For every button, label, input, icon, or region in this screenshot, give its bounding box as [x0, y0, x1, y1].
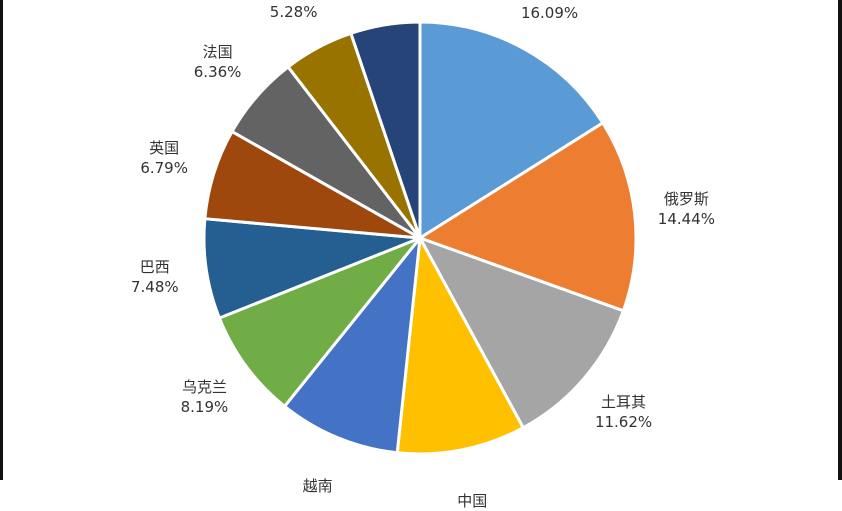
pie-chart	[202, 20, 638, 456]
right-border	[838, 0, 842, 480]
slice-label-3: 中国	[457, 491, 487, 511]
slice-name-5: 乌克兰	[181, 378, 227, 397]
slice-label-4: 越南	[303, 476, 333, 496]
slice-percent-1: 14.44%	[657, 209, 716, 228]
slice-label-5: 乌克兰 8.19%	[181, 377, 229, 417]
slice-name-6: 巴西	[139, 257, 170, 276]
slice-label-0: 美国16.09%	[521, 0, 578, 23]
pie-slice-1	[418, 121, 638, 313]
slice-name-4: 越南	[302, 476, 333, 495]
slice-name-2: 土耳其	[601, 393, 647, 412]
slice-label-6: 巴西 7.48%	[131, 257, 179, 297]
slice-name-7: 英国	[149, 139, 180, 158]
slice-name-3: 中国	[457, 491, 488, 510]
slice-name-1: 俄罗斯	[663, 189, 709, 208]
slice-name-0: 美国	[521, 0, 578, 3]
slice-label-8: 法国 6.36%	[194, 42, 242, 82]
slice-label-1: 俄罗斯 14.44%	[658, 189, 715, 229]
slice-percent-5: 8.19%	[180, 398, 229, 417]
pie-slice-3	[395, 236, 525, 456]
slice-percent-6: 7.48%	[130, 277, 179, 296]
pie-slice-6	[202, 217, 422, 320]
slice-label-7: 英国 6.79%	[140, 138, 188, 178]
slice-percent-7: 6.79%	[140, 159, 188, 178]
slice-percent-8: 6.36%	[193, 63, 242, 82]
pie-slice-2	[418, 236, 625, 430]
slice-label-2: 土耳其 11.62%	[595, 392, 652, 432]
pie-slice-4	[283, 236, 422, 455]
slice-name-8: 法国	[202, 43, 233, 62]
pie-slice-0	[418, 20, 605, 240]
pie-slice-10	[349, 20, 422, 240]
left-border	[0, 0, 3, 480]
slice-label-9: 波兰5.28%	[270, 0, 318, 22]
slice-percent-9: 5.28%	[269, 2, 318, 21]
slice-percent-2: 11.62%	[594, 413, 653, 432]
pie-slice-5	[217, 236, 422, 408]
slice-percent-0: 16.09%	[520, 4, 579, 23]
slice-name-9: 波兰	[270, 0, 318, 2]
